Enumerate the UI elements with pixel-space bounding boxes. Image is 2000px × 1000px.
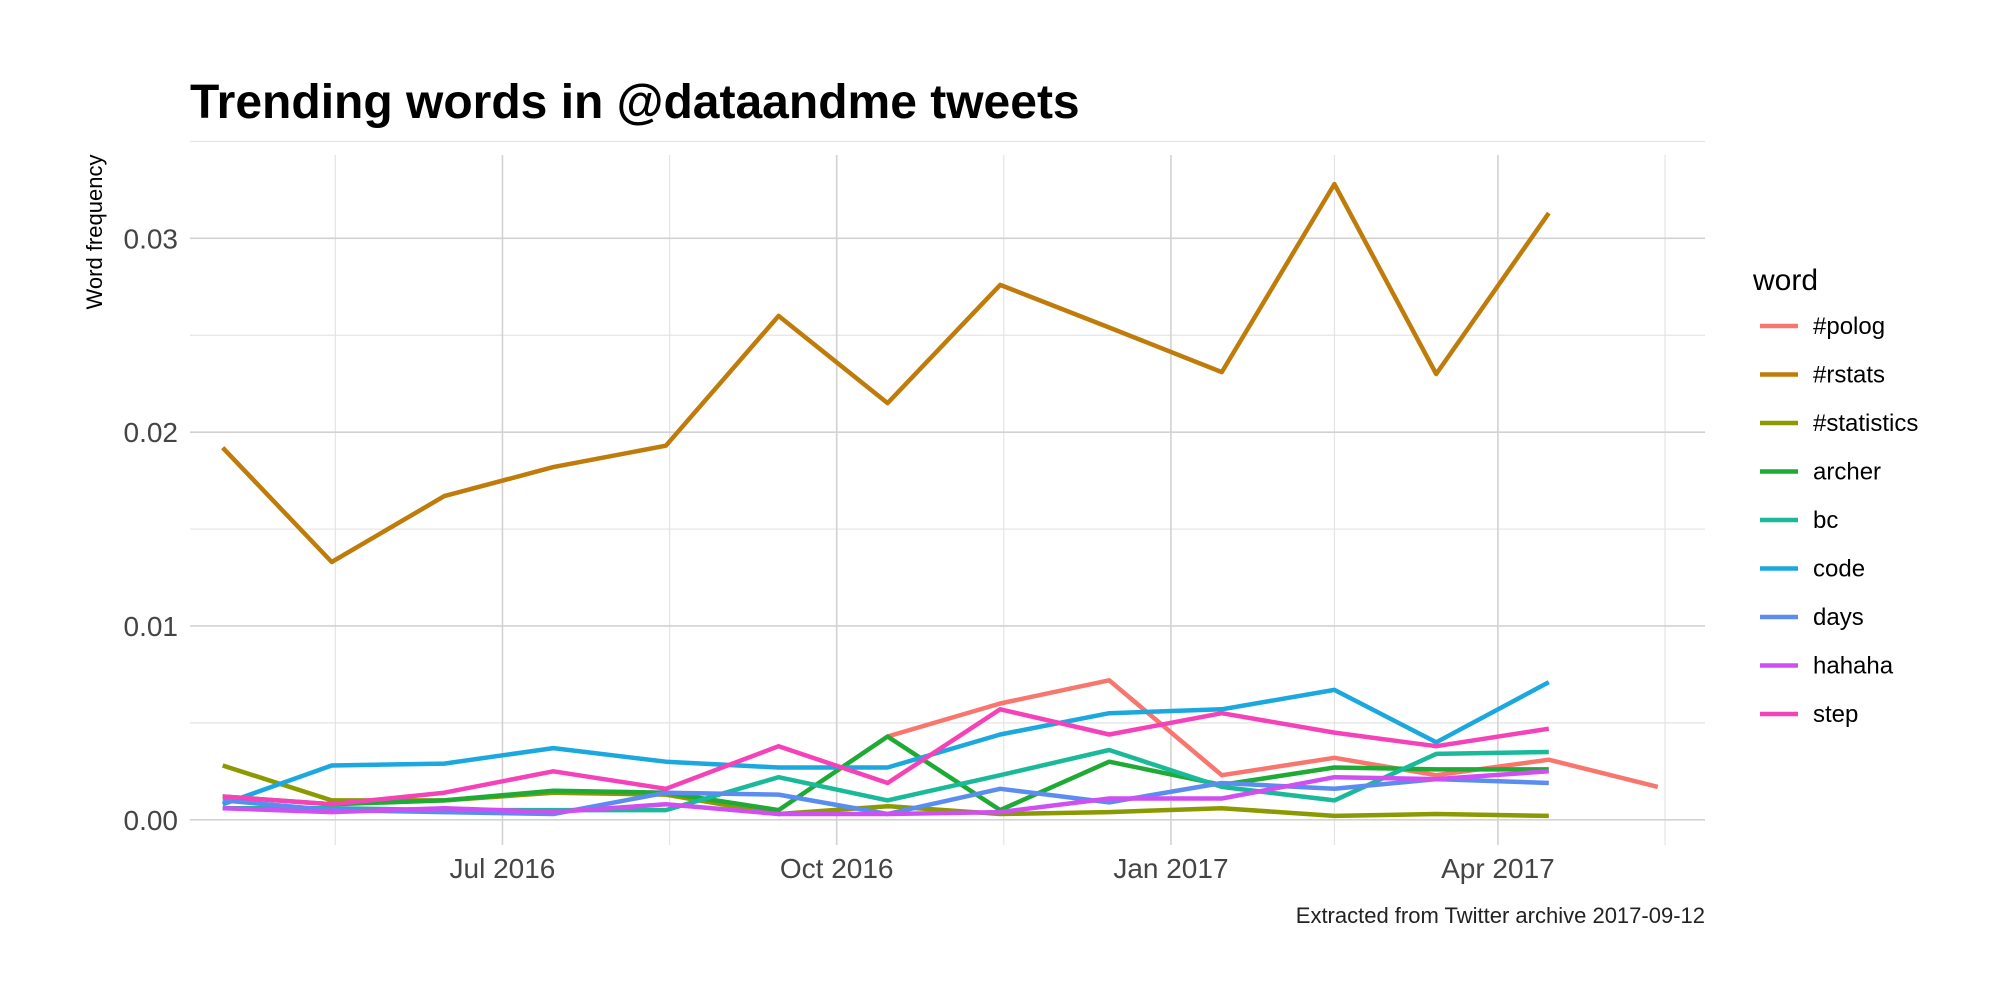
- chart-title: Trending words in @dataandme tweets: [190, 76, 1080, 129]
- y-tick-label: 0.01: [124, 611, 179, 642]
- legend: word #polog #rstats #statistics archer bc cod…: [1752, 264, 1918, 728]
- legend-label: hahaha: [1813, 653, 1894, 680]
- y-tick-label: 0.00: [124, 805, 179, 836]
- legend-label: #polog: [1813, 313, 1885, 340]
- legend-label: #statistics: [1813, 410, 1918, 437]
- series-line-archer: [222, 734, 1549, 813]
- series-line-hahaha: [222, 769, 1549, 817]
- legend-label: bc: [1813, 507, 1838, 534]
- x-tick-label: Jul 2016: [450, 853, 556, 884]
- legend-title: word: [1752, 264, 1818, 297]
- series-line-rstats: [221, 181, 1551, 565]
- x-tick-label: Apr 2017: [1441, 853, 1555, 884]
- x-tick-label: Oct 2016: [780, 853, 894, 884]
- y-axis-ticks: 0.00 0.01 0.02 0.03: [124, 223, 179, 835]
- legend-label: days: [1813, 604, 1864, 631]
- series-line-polog: [886, 678, 1659, 790]
- grid-minor: [190, 140, 1705, 845]
- series-lines: [221, 181, 1659, 819]
- chart-caption: Extracted from Twitter archive 2017-09-1…: [1296, 903, 1705, 928]
- legend-label: code: [1813, 556, 1865, 583]
- y-tick-label: 0.02: [124, 417, 179, 448]
- legend-label: #rstats: [1813, 362, 1885, 389]
- series-line-step: [222, 707, 1550, 807]
- legend-label: archer: [1813, 459, 1881, 486]
- legend-label: step: [1813, 701, 1858, 728]
- legend-items: #polog #rstats #statistics archer bc code days…: [1760, 313, 1918, 728]
- y-axis-label: Word frequency: [82, 155, 107, 310]
- series-line-code: [221, 680, 1550, 807]
- x-tick-label: Jan 2017: [1113, 853, 1228, 884]
- x-axis-ticks: Jul 2016 Oct 2016 Jan 2017 Apr 2017: [450, 853, 1555, 884]
- y-tick-label: 0.03: [124, 223, 179, 254]
- grid-major: [190, 155, 1705, 845]
